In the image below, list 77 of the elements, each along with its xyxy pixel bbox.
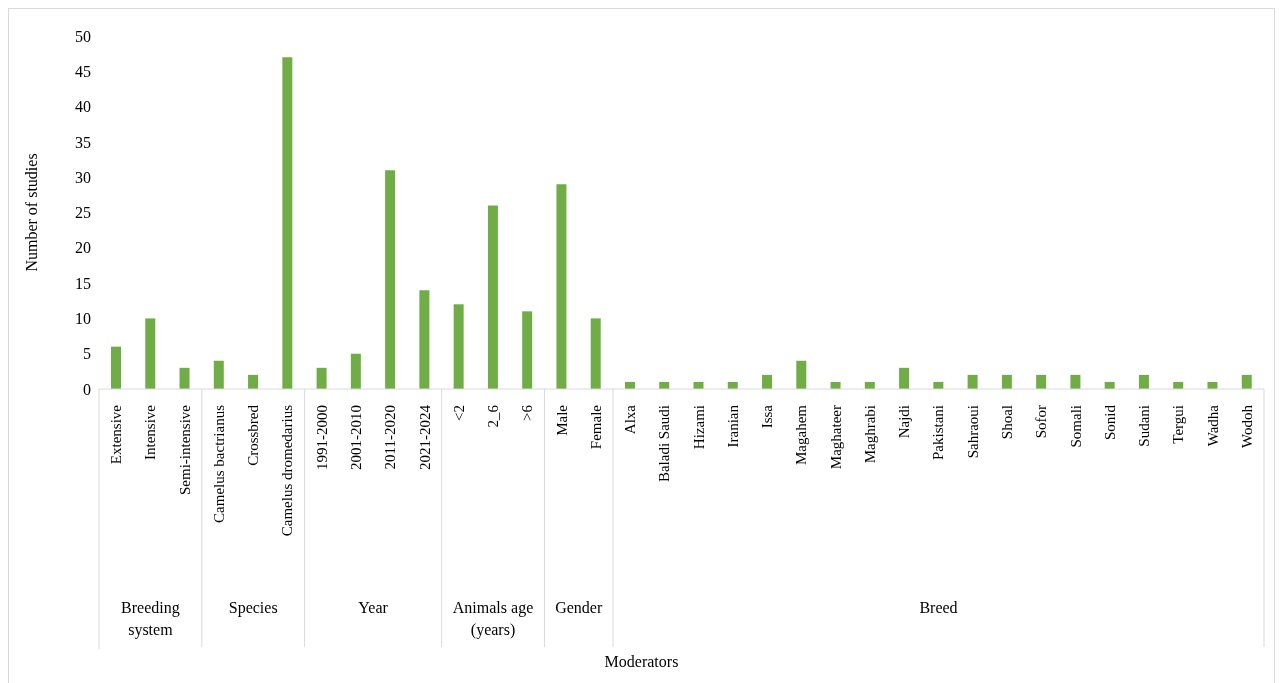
bar — [762, 374, 773, 389]
x-tick-label: Sonid — [1101, 404, 1118, 441]
bar — [213, 360, 224, 389]
x-tick-label: Alxa — [622, 404, 639, 435]
y-tick-label: 25 — [75, 204, 91, 222]
x-tick-label: Sudani — [1136, 405, 1153, 447]
y-tick-label: 50 — [75, 27, 91, 45]
x-tick-label: Shoal — [999, 405, 1016, 440]
bar — [179, 367, 190, 389]
y-tick-label: 20 — [75, 239, 91, 257]
x-tick-label: Semi-intensive — [176, 404, 193, 495]
bar — [385, 170, 396, 389]
bar — [1036, 374, 1047, 389]
x-tick-label: Somali — [1067, 405, 1084, 448]
text: Year — [357, 598, 389, 618]
bar — [967, 374, 978, 389]
bar — [248, 374, 259, 389]
bar — [453, 304, 464, 389]
x-tick-label: 2001-2010 — [347, 405, 364, 470]
x-tick-label: Sofor — [1033, 405, 1050, 439]
x-tick-label: Baladi Saudi — [656, 405, 673, 483]
bar — [899, 367, 910, 389]
x-tick-label: Maghrabi — [861, 405, 878, 464]
x-tick-label: Magahem — [793, 404, 810, 465]
bar — [145, 318, 156, 389]
x-tick-label: Pakistani — [930, 405, 947, 460]
x-tick-label: Extensive — [108, 404, 125, 465]
y-tick-label: 10 — [75, 310, 91, 328]
bar — [590, 318, 601, 389]
bar — [796, 360, 807, 389]
bar — [316, 367, 327, 389]
y-tick-label: 5 — [83, 345, 91, 363]
bar — [282, 57, 293, 389]
bar — [1070, 374, 1081, 389]
x-tick-label: Iranian — [724, 404, 741, 448]
bar — [487, 205, 498, 389]
bar — [556, 184, 567, 389]
y-tick-label: 40 — [75, 98, 91, 116]
x-tick-label: Maghateer — [827, 405, 844, 470]
x-tick-label: 1991-2000 — [313, 405, 330, 470]
bar — [350, 353, 361, 389]
x-tick-label: Camelus dromedarius — [279, 404, 296, 537]
x-tick-label: Wadha — [1204, 404, 1221, 447]
y-tick-label: 45 — [75, 62, 91, 80]
x-tick-label: <2 — [450, 405, 467, 421]
y-axis-title: Number of studies — [22, 153, 40, 272]
text: Breeding system — [120, 598, 181, 641]
bar — [1001, 374, 1012, 389]
x-tick-label: Crossbred — [245, 404, 262, 466]
y-tick-label: 35 — [75, 133, 91, 151]
y-tick-label: 30 — [75, 168, 91, 186]
x-tick-label: 2011-2020 — [382, 405, 399, 470]
x-tick-label: Hizami — [690, 405, 707, 450]
x-tick-label: Male — [553, 404, 570, 436]
x-tick-label: Camelus bactrianus — [210, 404, 227, 523]
bar — [1138, 374, 1149, 389]
x-tick-label: Najdi — [896, 405, 913, 439]
text: Species — [227, 598, 279, 619]
text: Breed — [918, 598, 959, 618]
bar — [1241, 374, 1252, 389]
x-tick-label: Wodoh — [1238, 404, 1255, 448]
text: Gender — [554, 598, 604, 618]
x-tick-label: >6 — [519, 404, 536, 421]
y-tick-label: 15 — [75, 274, 91, 292]
x-tick-label: 2_6 — [485, 404, 502, 428]
x-tick-label: Female — [587, 404, 604, 450]
text: Animals age (years) — [451, 598, 535, 641]
x-tick-label: Issa — [759, 404, 776, 429]
x-tick-label: 2021-2024 — [416, 404, 433, 470]
x-tick-label: Tergui — [1170, 405, 1187, 444]
text: Moderators — [603, 653, 680, 671]
x-tick-label: Intensive — [142, 404, 159, 460]
bar — [111, 346, 121, 389]
x-tick-label: Sahraoui — [964, 405, 981, 459]
bar — [419, 290, 430, 389]
bar — [522, 311, 533, 389]
y-tick-label: 0 — [83, 380, 91, 398]
